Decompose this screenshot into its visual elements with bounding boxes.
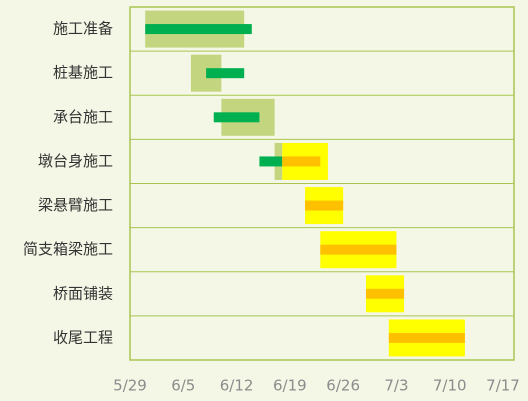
category-label: 承台施工 xyxy=(53,108,113,126)
category-label: 墩台身施工 xyxy=(38,152,113,170)
x-tick-label: 6/26 xyxy=(326,377,360,395)
category-label: 施工准备 xyxy=(53,20,113,38)
x-tick-label: 7/10 xyxy=(433,377,467,395)
actual-bar xyxy=(213,112,260,123)
x-tick-label: 7/3 xyxy=(384,377,408,395)
category-label: 收尾工程 xyxy=(53,328,113,346)
actual-bar xyxy=(305,200,344,211)
category-label: 梁悬臂施工 xyxy=(38,196,113,214)
actual-bar xyxy=(388,332,465,343)
x-tick-label: 6/19 xyxy=(273,377,307,395)
category-label: 桩基施工 xyxy=(53,64,113,82)
x-tick-label: 7/17 xyxy=(486,377,520,395)
category-label: 桥面铺装 xyxy=(53,284,113,302)
category-label: 简支箱梁施工 xyxy=(23,240,113,258)
x-tick-label: 6/12 xyxy=(220,377,254,395)
actual-bar xyxy=(282,156,321,167)
actual-bar xyxy=(259,156,283,167)
actual-bar xyxy=(206,68,245,79)
x-tick-label: 5/29 xyxy=(113,377,147,395)
actual-bar xyxy=(145,24,252,35)
actual-bar xyxy=(320,244,397,255)
actual-bar xyxy=(365,288,405,299)
x-tick-label: 6/5 xyxy=(171,377,195,395)
